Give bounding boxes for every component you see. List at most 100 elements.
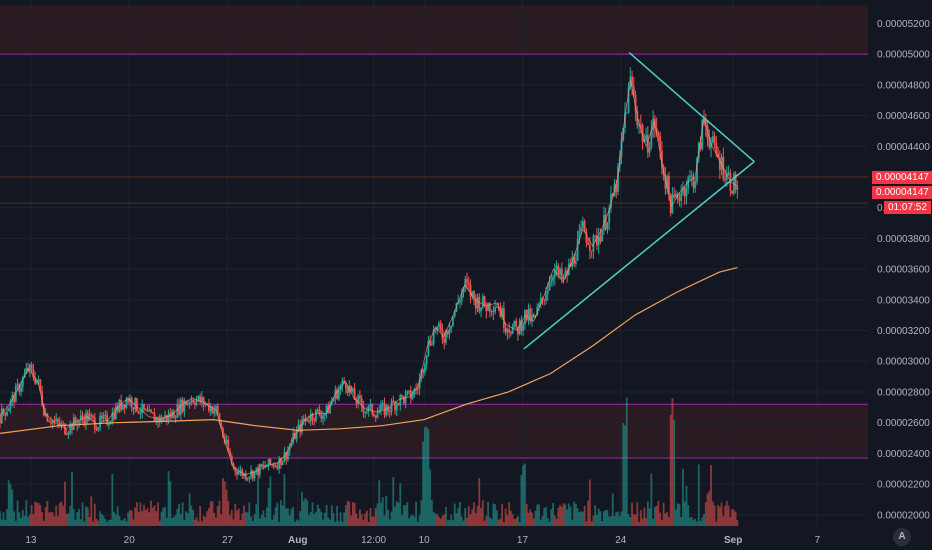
volume-bar [294,521,296,526]
candle-body [121,404,124,410]
candle-body [179,399,182,415]
volume-bar [329,519,331,526]
volume-bar [299,511,302,526]
volume-bar [269,476,272,526]
price-tick-label: 0.00004400 [877,142,930,153]
candle-body [113,412,116,419]
candle-body [92,415,94,418]
candle-body [346,388,349,393]
volume-bar [483,520,486,526]
volume-bar [39,505,42,526]
volume-bar [346,500,349,526]
volume-bar [181,502,184,526]
volume-bar [14,520,17,526]
candle-body [555,265,558,270]
candle-body [278,457,281,469]
volume-bar [220,514,223,526]
volume-bar [272,515,275,526]
volume-bar [167,471,170,526]
volume-bar [267,487,270,526]
candle-body [178,404,180,415]
volume-bar [0,511,1,526]
candle-body [222,427,224,437]
volume-bar [387,509,389,526]
volume-bar [130,510,133,526]
volume-bar [573,501,576,526]
volume-bar [211,501,214,526]
volume-bar [215,517,217,526]
moving-average-line [0,267,738,434]
volume-bar [608,516,611,526]
volume-bar [176,508,179,526]
volume-bar [662,502,665,526]
candle-body [151,412,154,414]
volume-bar [455,513,458,526]
chart-logo-icon[interactable]: A [893,528,911,546]
candle-body [504,327,507,333]
price-tick-label: 0.00005200 [877,19,930,30]
volume-bar [125,521,128,526]
volume-bar [369,508,372,526]
candle-body [596,235,598,246]
volume-bar [627,514,630,526]
candle-body [143,404,145,410]
volume-bar [610,516,612,526]
candle-body [257,467,259,476]
candle-body [506,329,509,333]
volume-bar [55,505,58,526]
volume-bar [706,493,709,526]
volume-bar [587,500,590,526]
volume-bar [113,512,116,526]
volume-bar [58,503,61,526]
candle-body [67,432,70,435]
volume-bar [364,513,367,526]
volume-bar [683,501,686,526]
candle-body [631,76,633,87]
volume-bar [313,514,316,526]
candle-body [230,456,233,464]
candle-body [692,175,695,188]
candle-body [186,402,189,405]
candle-body [380,404,382,411]
candle-body [553,269,556,278]
volume-bar [527,512,530,526]
volume-bar [673,419,676,526]
volume-bar [174,515,177,526]
candle-body [6,411,8,416]
volume-bar [204,516,207,526]
candle-body [35,380,38,384]
volume-bar [611,493,614,526]
candle-body [14,385,17,403]
volume-bar [580,511,583,526]
candle-body [416,388,419,390]
volume-bar [727,505,730,526]
volume-bar [283,474,286,526]
candle-body [162,418,165,422]
volume-bar [344,505,347,526]
candle-body [624,112,626,129]
volume-bar [583,505,586,526]
candle-body [114,406,117,419]
candle-body [443,338,446,343]
volume-bar [46,500,49,526]
time-tick-label: Aug [288,535,307,546]
volume-bar [28,514,31,526]
candle-body [185,400,188,405]
volume-bar [485,515,488,526]
candle-body [527,308,530,320]
volume-bar [541,515,544,526]
candle-body [520,320,523,331]
candle-body [673,194,676,197]
volume-bar [65,514,68,526]
candle-body [229,450,231,457]
volume-bar [669,414,672,526]
volume-bar [216,506,219,526]
volume-bar [337,521,340,526]
volume-bar [262,510,265,526]
volume-bar [81,502,84,526]
candle-body [39,379,42,392]
volume-bar [274,507,277,526]
candle-body [696,158,698,182]
volume-bar [25,500,28,526]
